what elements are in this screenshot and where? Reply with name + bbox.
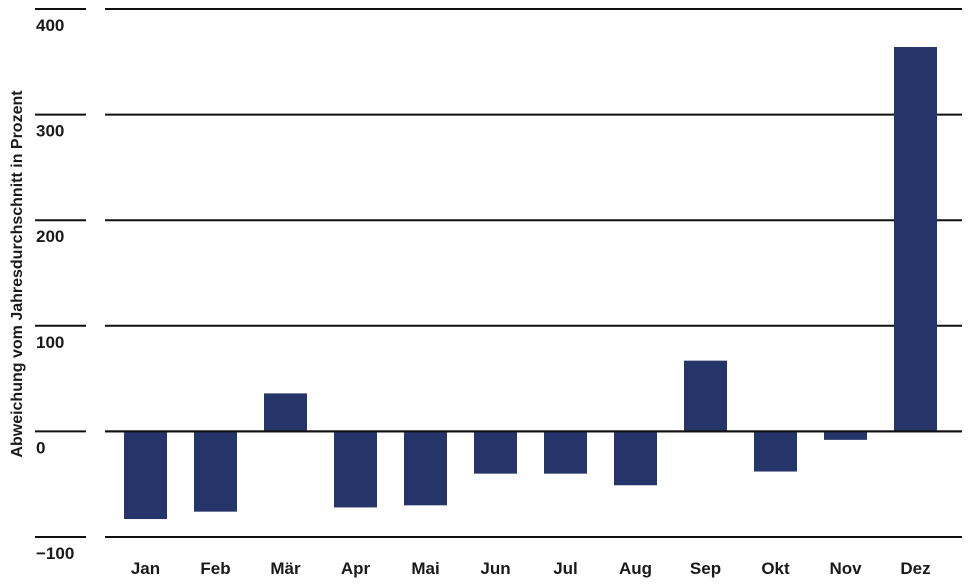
- x-tick-label: Mär: [270, 559, 301, 578]
- y-tick-label: 400: [36, 16, 64, 35]
- bar-jan: [124, 431, 167, 520]
- bar-jun: [474, 431, 517, 474]
- bar-nov: [824, 431, 867, 440]
- y-axis-title: Abweichung vom Jahresdurchschnitt in Pro…: [9, 90, 26, 458]
- bar-mai: [404, 431, 447, 506]
- x-tick-label: Sep: [690, 559, 721, 578]
- bar-jul: [544, 431, 587, 474]
- bar-apr: [334, 431, 377, 508]
- y-tick-labels: −100 0 100 200 300 400: [36, 16, 74, 563]
- bar-feb: [194, 431, 237, 512]
- x-tick-label: Mai: [411, 559, 439, 578]
- bar-aug: [614, 431, 657, 486]
- x-tick-label: Jul: [553, 559, 578, 578]
- x-tick-label: Aug: [619, 559, 652, 578]
- bar-dez: [894, 47, 937, 432]
- y-tick-label: −100: [36, 544, 74, 563]
- bar-okt: [754, 431, 797, 472]
- x-tick-label: Jan: [131, 559, 160, 578]
- x-tick-label: Nov: [829, 559, 862, 578]
- bar-sep: [684, 360, 727, 432]
- y-tick-label: 300: [36, 122, 64, 141]
- x-tick-label: Feb: [200, 559, 230, 578]
- bar-mär: [264, 393, 307, 432]
- x-category-labels: Jan Feb Mär Apr Mai Jun Jul Aug Sep Okt Nov Dez: [131, 559, 931, 578]
- y-tick-label: 200: [36, 227, 64, 246]
- y-tick-label: 0: [36, 438, 45, 457]
- x-tick-label: Apr: [341, 559, 371, 578]
- x-tick-label: Okt: [761, 559, 790, 578]
- x-tick-label: Dez: [900, 559, 930, 578]
- y-tick-label: 100: [36, 333, 64, 352]
- x-tick-label: Jun: [480, 559, 510, 578]
- bars: [105, 47, 962, 520]
